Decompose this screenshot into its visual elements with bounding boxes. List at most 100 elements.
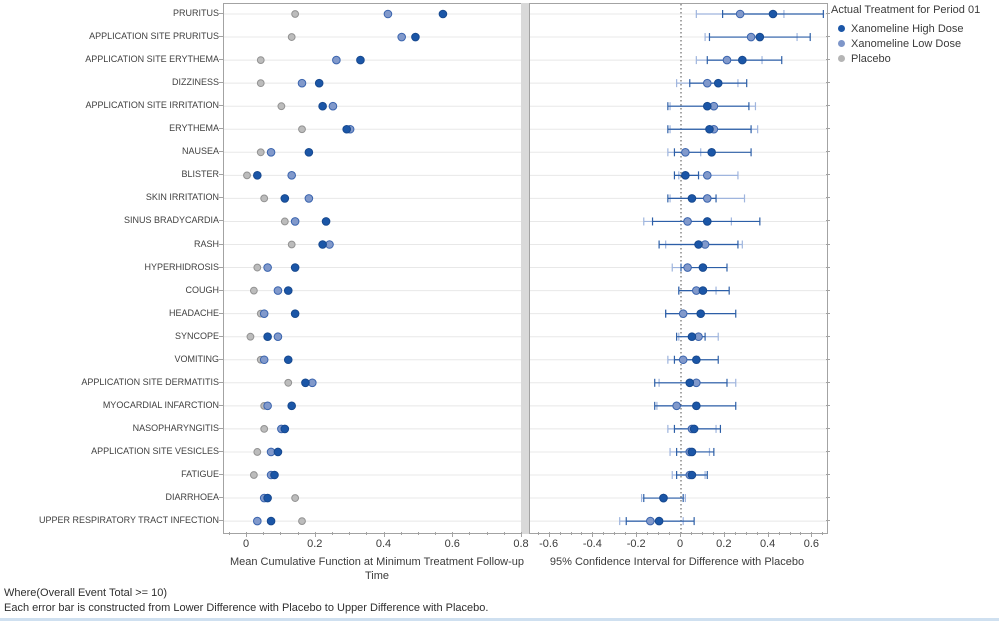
ci-axis-title: 95% Confidence Interval for Difference w…: [549, 556, 805, 568]
minor-tick: [625, 532, 627, 535]
major-tick: [680, 532, 681, 537]
minor-tick: [614, 532, 616, 535]
category-tick: [826, 266, 830, 268]
category-tick: [826, 243, 830, 245]
category-tick: [219, 404, 223, 406]
category-label: APPLICATION SITE IRRITATION: [85, 100, 219, 111]
x-tick-label: -0.6: [539, 538, 559, 550]
x-tick-label: 0.8: [513, 538, 529, 550]
category-tick: [219, 335, 223, 337]
category-tick: [219, 220, 223, 222]
category-label: NAUSEA: [181, 146, 219, 157]
x-tick-label: 0: [242, 538, 250, 550]
legend-title: Actual Treatment for Period 01: [831, 4, 981, 16]
major-tick: [314, 532, 316, 537]
minor-tick: [349, 532, 351, 535]
category-tick: [826, 427, 830, 429]
x-tick-label: -0.2: [626, 538, 646, 550]
category-tick: [219, 243, 223, 245]
category-tick: [826, 520, 830, 522]
ci-panel: [529, 3, 828, 534]
minor-tick: [331, 532, 333, 535]
legend-item-low-dose: Xanomeline Low Dose: [838, 37, 997, 50]
category-label: HYPERHIDROSIS: [144, 261, 219, 272]
minor-tick: [712, 532, 714, 535]
minor-tick: [800, 532, 802, 535]
category-tick: [826, 497, 830, 499]
legend-item-label: Xanomeline High Dose: [851, 22, 964, 35]
category-label: SKIN IRRITATION: [145, 192, 219, 203]
category-label: UPPER RESPIRATORY TRACT INFECTION: [38, 515, 219, 526]
category-tick: [219, 13, 223, 14]
major-tick: [383, 532, 385, 537]
minor-tick: [503, 532, 505, 535]
x-tick-label: 0.6: [803, 538, 820, 550]
minor-tick: [228, 532, 230, 535]
x-tick-label: 0.4: [759, 538, 776, 550]
category-tick: [219, 36, 223, 38]
category-tick: [219, 174, 223, 176]
category-tick: [219, 312, 223, 314]
category-tick: [219, 474, 223, 475]
category-tick: [826, 312, 830, 314]
category-label: COUGH: [185, 284, 220, 295]
category-tick: [219, 427, 223, 429]
minor-tick: [297, 532, 299, 535]
category-tick: [826, 474, 830, 475]
minor-tick: [537, 532, 539, 535]
category-tick: [826, 13, 830, 14]
x-tick-label: 0.2: [307, 538, 323, 550]
major-tick: [767, 532, 769, 537]
minor-tick: [701, 532, 703, 535]
minor-tick: [435, 532, 437, 535]
legend-item-label: Xanomeline Low Dose: [851, 37, 962, 50]
minor-tick: [581, 532, 583, 535]
minor-tick: [400, 532, 402, 535]
minor-tick: [469, 532, 471, 535]
category-tick: [826, 404, 830, 406]
category-tick: [826, 128, 830, 130]
category-label: DIARRHOEA: [165, 492, 219, 503]
x-tick-label: 0.4: [375, 538, 392, 550]
low-dose-marker-icon: [838, 40, 845, 47]
category-tick: [826, 381, 830, 383]
category-tick: [219, 381, 223, 383]
minor-tick: [669, 532, 671, 535]
category-label: PRURITUS: [172, 8, 219, 18]
category-tick: [826, 358, 830, 360]
category-tick: [826, 36, 830, 38]
major-tick: [592, 532, 594, 537]
major-tick: [246, 532, 247, 537]
minor-tick: [647, 532, 649, 535]
category-tick: [826, 105, 830, 107]
category-tick: [219, 358, 223, 360]
category-tick: [219, 520, 223, 522]
minor-tick: [789, 532, 791, 535]
minor-tick: [734, 532, 736, 535]
placebo-marker-icon: [838, 55, 845, 62]
category-tick: [826, 82, 830, 84]
category-label: APPLICATION SITE PRURITUS: [89, 31, 219, 42]
panel-separator: [521, 3, 529, 534]
mcf-panel: [223, 3, 523, 534]
category-tick: [826, 197, 830, 199]
category-label: MYOCARDIAL INFARCTION: [102, 399, 219, 410]
minor-tick: [559, 532, 561, 535]
category-tick: [219, 59, 223, 61]
category-label: HEADACHE: [168, 307, 219, 318]
category-tick: [826, 220, 830, 222]
category-tick: [219, 289, 223, 291]
category-tick: [219, 266, 223, 268]
category-tick: [219, 128, 223, 130]
category-label: BLISTER: [181, 169, 219, 180]
minor-tick: [570, 532, 572, 535]
category-tick: [219, 197, 223, 199]
high-dose-marker-icon: [838, 25, 845, 32]
category-label: DIZZINESS: [171, 77, 219, 88]
category-label: ERYTHEMA: [169, 123, 219, 134]
legend: Actual Treatment for Period 01 Xanomelin…: [831, 4, 997, 68]
major-tick: [521, 532, 522, 537]
window-bottom-edge: [0, 618, 999, 621]
minor-tick: [263, 532, 265, 535]
